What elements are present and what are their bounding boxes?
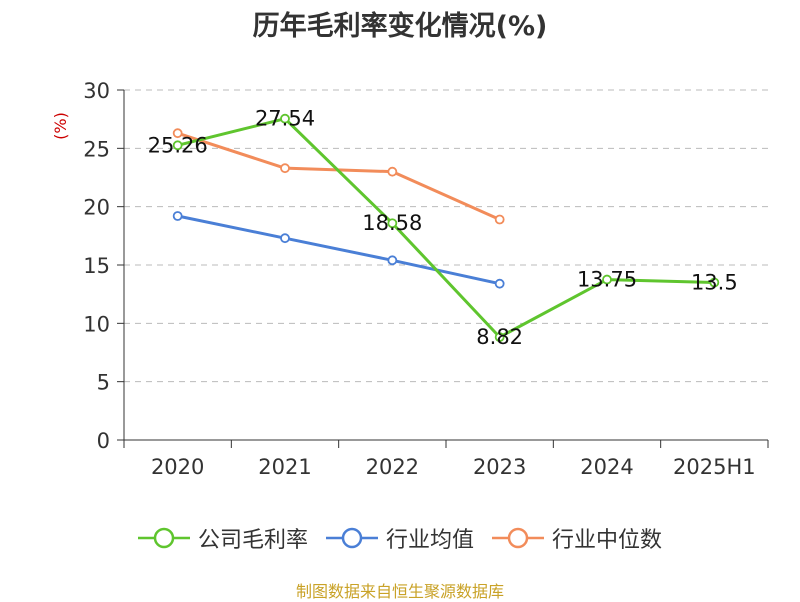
data-point: [280, 113, 290, 124]
data-point: [709, 277, 720, 288]
data-point: [280, 233, 290, 244]
legend-label: 行业均值: [385, 528, 474, 553]
data-point: [280, 163, 290, 174]
legend-label: 公司毛利率: [197, 528, 308, 553]
y-tick-label: 5: [97, 371, 110, 395]
data-point: [387, 166, 398, 177]
series-line: [177, 214, 500, 286]
legend: 公司毛利率 行业均值 行业中位数: [0, 518, 800, 558]
legend-item: 行业均值: [325, 522, 474, 554]
y-tick-label: 10: [83, 312, 110, 336]
data-point: [494, 214, 505, 225]
legend-item: 行业中位数: [492, 522, 662, 554]
y-tick-label: 0: [97, 429, 110, 453]
data-point: [494, 332, 505, 343]
x-tick-label: 2025H1: [673, 455, 756, 479]
x-tick-label: 2021: [258, 455, 311, 479]
y-tick-label: 30: [83, 79, 110, 103]
legend-marker-icon: [492, 527, 544, 549]
data-label: 13.5: [691, 271, 738, 295]
y-tick-label: 15: [83, 254, 110, 278]
x-tick-label: 2023: [473, 455, 526, 479]
y-tick-label: 25: [83, 137, 110, 161]
chart-title: 历年毛利率变化情况(%): [252, 11, 548, 42]
x-tick-label: 2022: [366, 455, 419, 479]
x-tick-label: 2020: [151, 455, 204, 479]
data-label: 25.26: [148, 133, 208, 157]
data-label: 8.82: [476, 325, 523, 349]
source-note: 制图数据来自恒生聚源数据库: [295, 582, 504, 601]
series-lines: [172, 113, 720, 343]
data-label: 18.58: [362, 211, 422, 235]
legend-label: 行业中位数: [552, 528, 663, 553]
data-point: [172, 128, 183, 139]
data-point: [387, 255, 398, 266]
grid-lines: [124, 89, 768, 383]
data-label: 27.54: [255, 107, 315, 131]
data-point: [172, 140, 183, 151]
data-label: 13.75: [577, 268, 637, 292]
legend-marker-icon: [325, 527, 378, 549]
data-point: [602, 274, 612, 285]
data-labels: 25.26 27.54 18.58 8.82 13.75 13.5: [148, 107, 738, 349]
axes: 0 5 10 15 20 25 30 2020 2021 2022 2023 2024 2025H1: [83, 79, 769, 479]
series-line: [177, 117, 715, 339]
y-axis-label: (%): [51, 112, 70, 140]
data-point: [387, 218, 398, 229]
y-tick-label: 20: [83, 196, 110, 220]
legend-item: 公司毛利率: [137, 522, 308, 554]
data-point: [172, 211, 183, 221]
x-tick-label: 2024: [580, 455, 633, 479]
data-point: [494, 278, 505, 289]
legend-marker-icon: [137, 527, 190, 549]
